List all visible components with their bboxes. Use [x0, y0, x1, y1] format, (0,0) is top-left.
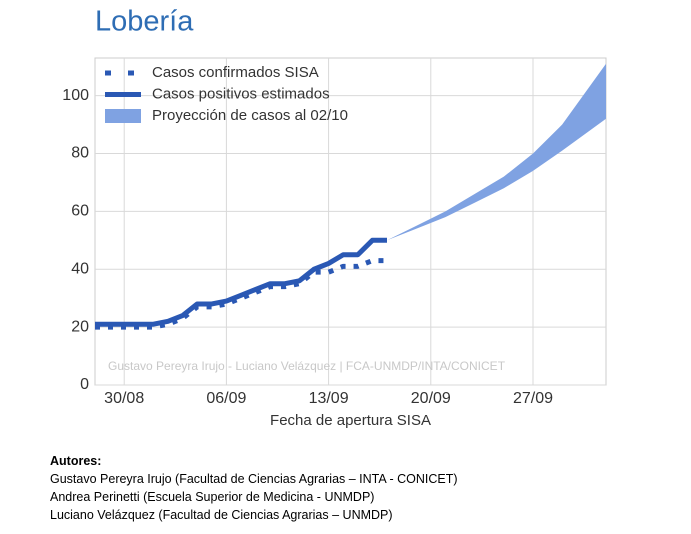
- y-tick-label: 80: [71, 145, 89, 162]
- x-tick-label: 20/09: [411, 390, 451, 407]
- authors-heading: Autores:: [50, 454, 102, 468]
- authors: Autores: Gustavo Pereyra Irujo (Facultad…: [50, 452, 458, 524]
- y-tick-label: 0: [80, 376, 89, 393]
- y-tick-label: 60: [71, 203, 89, 220]
- watermark: Gustavo Pereyra Irujo - Luciano Velázque…: [108, 359, 506, 373]
- author: Andrea Perinetti (Escuela Superior de Me…: [50, 490, 375, 504]
- x-tick-label: 06/09: [206, 390, 246, 407]
- chart-title: Lobería: [95, 6, 194, 38]
- y-tick-label: 20: [71, 318, 89, 335]
- legend-label: Casos positivos estimados: [152, 85, 330, 102]
- y-tick-label: 40: [71, 260, 89, 277]
- legend-label: Proyección de casos al 02/10: [152, 107, 348, 124]
- y-tick-label: 100: [62, 87, 89, 104]
- estimated-line: [95, 237, 387, 327]
- author: Luciano Velázquez (Facultad de Ciencias …: [50, 508, 393, 522]
- x-tick-label: 30/08: [104, 390, 144, 407]
- x-tick-label: 27/09: [513, 390, 553, 407]
- x-axis-label: Fecha de apertura SISA: [270, 412, 431, 429]
- legend-swatch: [105, 109, 141, 123]
- legend-label: Casos confirmados SISA: [152, 64, 319, 81]
- plot-area: [94, 57, 607, 386]
- author: Gustavo Pereyra Irujo (Facultad de Cienc…: [50, 472, 458, 486]
- chart: Lobería 0 20 40 60 80 100 30/08 06/09 13/09 20/09…: [62, 6, 607, 429]
- x-tick-label: 13/09: [309, 390, 349, 407]
